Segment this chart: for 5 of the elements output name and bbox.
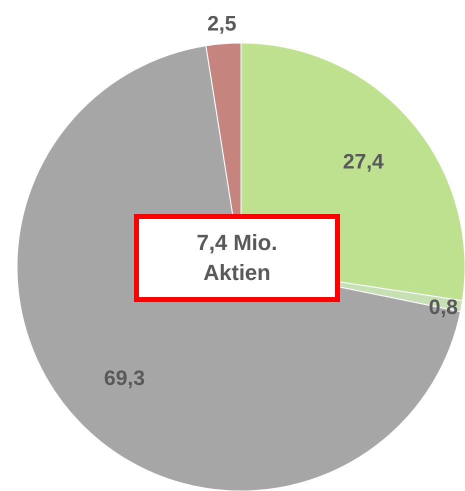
data-label: 69,3 bbox=[104, 367, 145, 390]
data-label: 27,4 bbox=[342, 150, 384, 174]
pie-slice bbox=[16, 45, 461, 491]
data-label: 2,5 bbox=[207, 12, 237, 36]
callout-box: 7,4 Mio. Aktien bbox=[134, 214, 340, 302]
